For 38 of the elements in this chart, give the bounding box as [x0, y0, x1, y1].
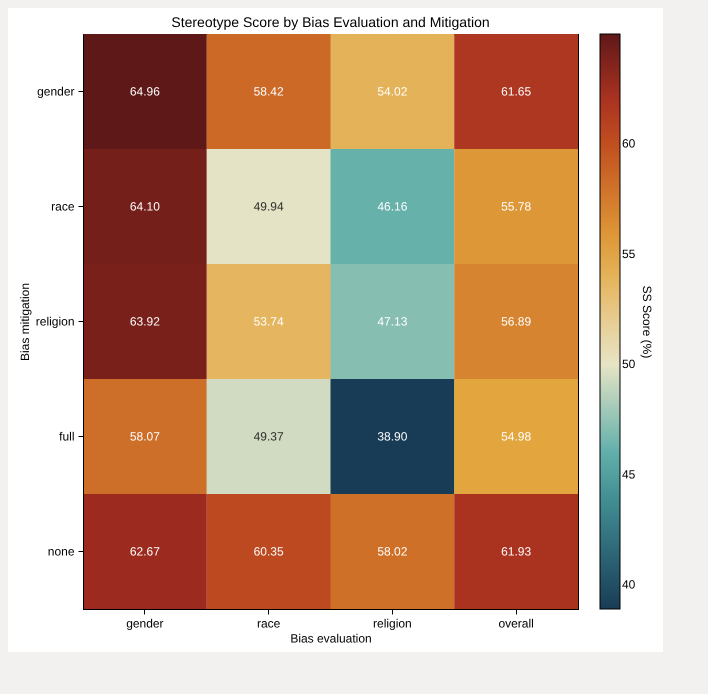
x-axis-title: Bias evaluation	[290, 632, 372, 646]
data-label: 62.67	[130, 544, 160, 558]
data-label: 60.35	[254, 544, 284, 558]
chart-title: Stereotype Score by Bias Evaluation and Mitigation	[171, 14, 490, 30]
x-tick-label: gender	[126, 616, 164, 630]
color-bar-label: 55	[622, 246, 636, 261]
data-label: 58.02	[377, 544, 408, 558]
data-label: 64.10	[130, 200, 160, 214]
x-tick-label: religion	[373, 616, 412, 630]
data-label: 58.07	[130, 430, 160, 444]
color-bar-title: SS Score (%)	[640, 286, 654, 358]
data-label: 47.13	[377, 314, 408, 328]
data-label: 38.90	[377, 430, 408, 444]
data-label: 46.16	[377, 200, 408, 214]
data-label: 54.98	[501, 430, 532, 444]
color-bar-label: 40	[622, 578, 636, 592]
data-label: 53.74	[254, 314, 284, 328]
y-tick-label: gender	[37, 84, 74, 98]
data-label: 58.42	[254, 84, 284, 98]
x-tick-label: overall	[498, 616, 534, 630]
data-label: 54.02	[377, 84, 408, 98]
data-label: 56.89	[501, 314, 532, 328]
data-label: 63.92	[130, 314, 160, 328]
y-tick-label: none	[48, 544, 75, 558]
data-label: 61.65	[501, 84, 532, 98]
y-tick-label: full	[59, 430, 74, 444]
data-label: 55.78	[501, 200, 532, 214]
color-bar-label: 50	[622, 357, 636, 372]
x-tick-label: race	[256, 616, 281, 630]
color-bar-label: 45	[622, 467, 636, 482]
y-tick-label: race	[51, 200, 75, 214]
data-label: 61.93	[501, 544, 532, 558]
data-label: 49.37	[254, 430, 284, 444]
data-label: 49.94	[254, 200, 284, 214]
y-axis-title: Bias mitigation	[18, 282, 32, 362]
data-label: 64.96	[130, 84, 160, 98]
color-bar-label: 60	[622, 136, 636, 150]
y-tick-label: religion	[36, 314, 74, 328]
